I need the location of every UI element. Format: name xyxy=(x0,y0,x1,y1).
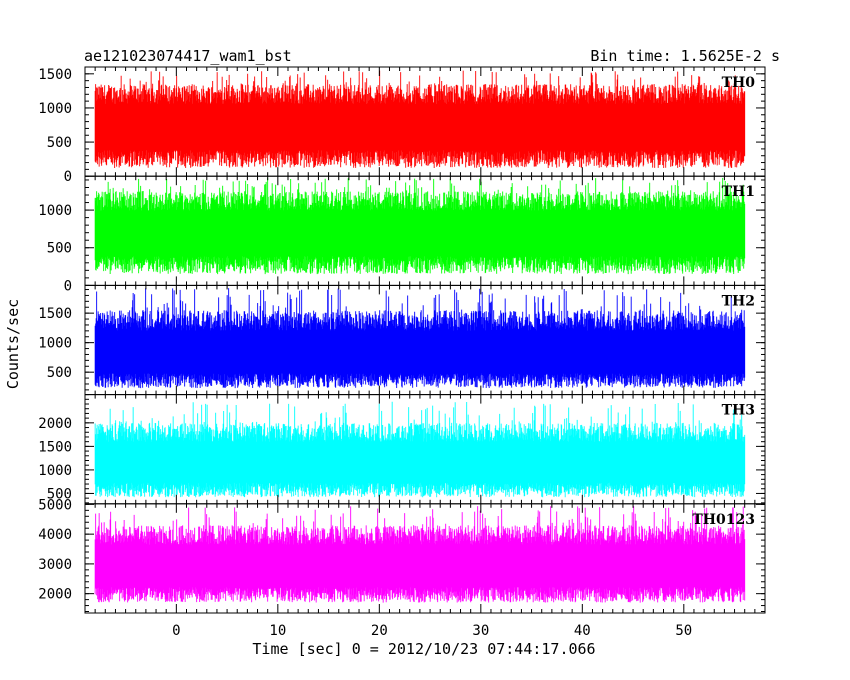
chart-title: ae121023074417_wam1_bst xyxy=(84,47,292,65)
y-tick-label: 0 xyxy=(64,278,72,294)
x-axis-label: Time [sec] 0 = 2012/10/23 07:44:17.066 xyxy=(252,640,595,658)
legend-label-th3: TH3 xyxy=(722,403,755,419)
y-tick-label: 4000 xyxy=(38,527,72,543)
legend-label-th0123: TH0123 xyxy=(692,512,755,528)
y-tick-label: 0 xyxy=(64,169,72,185)
x-axis: 0 10 20 30 40 50 xyxy=(172,623,692,639)
series-th1-line xyxy=(94,177,746,275)
x-tick-label: 10 xyxy=(269,623,286,639)
y-tick-label: 1500 xyxy=(38,439,72,455)
y-tick-label: 1000 xyxy=(38,463,72,479)
y-tick-label: 1500 xyxy=(38,306,72,322)
panel-stack: 0 500 1000 1500 TH0 0 500 1000 TH1 500 1000 1500 TH2… xyxy=(38,66,766,614)
y-tick-label: 2000 xyxy=(38,587,72,603)
y-tick-label: 1000 xyxy=(38,101,72,117)
y-tick-label: 500 xyxy=(47,241,72,257)
legend-label-th1: TH1 xyxy=(722,184,755,200)
y-tick-label: 3000 xyxy=(38,557,72,573)
series-th2-line xyxy=(94,288,746,389)
y-tick-label: 5000 xyxy=(38,497,72,513)
panel-th0123: 2000 3000 4000 5000 TH0123 xyxy=(38,497,766,614)
y-tick-label: 2000 xyxy=(38,416,72,432)
x-tick-label: 50 xyxy=(675,623,692,639)
y-tick-label: 1000 xyxy=(38,336,72,352)
series-th0-line xyxy=(94,70,746,168)
legend-label-th0: TH0 xyxy=(722,75,756,91)
x-tick-label: 0 xyxy=(172,623,180,639)
panel-th1: 0 500 1000 TH1 xyxy=(38,175,766,294)
y-axis-label: Counts/sec xyxy=(4,299,22,389)
y-tick-label: 1000 xyxy=(38,203,72,219)
bin-time-label: Bin time: 1.5625E-2 s xyxy=(590,47,780,65)
x-tick-label: 30 xyxy=(472,623,489,639)
series-th3-line xyxy=(94,401,746,498)
panel-th3: 500 1000 1500 2000 TH3 xyxy=(38,394,766,505)
y-tick-label: 1500 xyxy=(38,67,72,83)
x-tick-label: 20 xyxy=(371,623,388,639)
panel-th2: 500 1000 1500 TH2 xyxy=(38,284,766,396)
legend-label-th2: TH2 xyxy=(722,293,755,309)
y-tick-label: 500 xyxy=(47,135,72,151)
panel-th0: 0 500 1000 1500 TH0 xyxy=(38,66,766,185)
series-th0123-line xyxy=(94,506,746,603)
y-tick-label: 500 xyxy=(47,486,72,502)
y-tick-label: 500 xyxy=(47,365,72,381)
x-tick-label: 40 xyxy=(574,623,591,639)
